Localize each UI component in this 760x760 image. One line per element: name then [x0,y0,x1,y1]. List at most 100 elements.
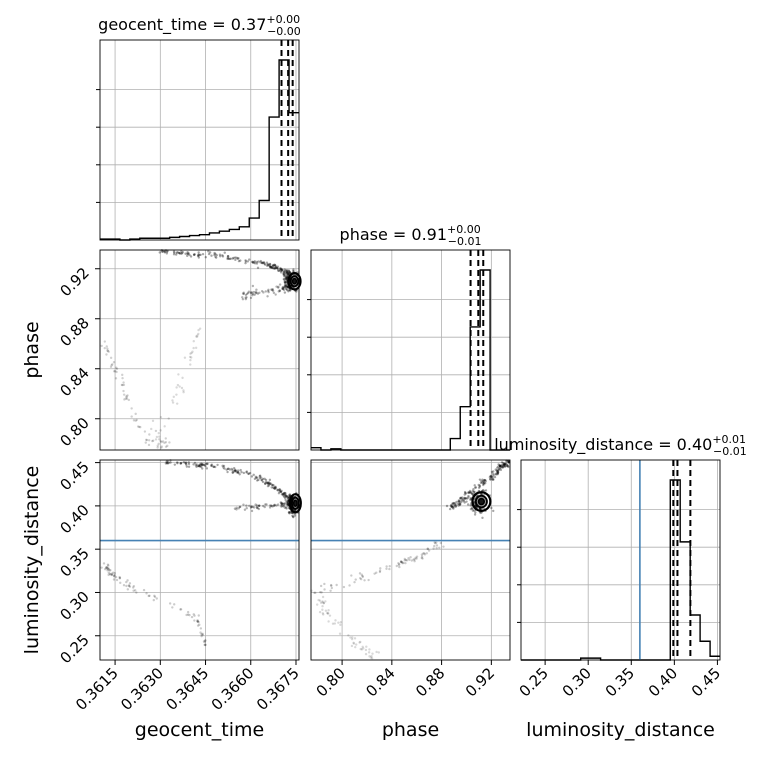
sample-point [237,471,240,474]
sample-point [502,463,506,467]
sample-point [284,287,288,291]
sample-point [160,445,163,448]
sample-point [463,496,466,500]
sample-point [199,631,202,634]
sample-point [112,574,116,577]
sample-point [106,563,110,566]
core-sample [288,271,292,274]
sample-point [184,461,187,465]
sample-point [125,396,128,399]
sample-point [106,569,109,572]
sample-point [354,578,357,581]
sample-point [110,572,114,575]
sample-point [285,271,289,274]
sample-point [496,473,499,476]
core-sample [470,506,474,510]
sample-point [350,644,354,648]
sample-point [169,461,172,464]
sample-point [453,501,456,505]
sample-point [467,496,470,499]
sample-point [106,347,109,350]
sample-point [198,623,201,626]
sample-point [179,462,182,465]
sample-point [404,558,408,562]
core-sample [285,278,288,281]
sample-point [112,361,116,364]
sample-point [385,567,388,570]
sample-point [263,262,266,266]
core-sample [472,509,476,512]
sample-point [193,614,196,617]
sample-point [246,260,249,263]
sample-point [270,504,273,507]
sample-point [127,398,131,402]
sample-point [131,586,135,589]
sample-point [455,500,458,504]
core-sample [282,274,286,277]
sample-point [210,463,214,466]
sample-point [398,565,401,569]
sample-point [250,292,254,295]
sample-point [203,643,206,647]
sample-point [404,561,407,565]
sample-point [135,591,138,594]
sample-point [262,261,265,265]
sample-point [256,292,260,295]
sample-point [280,504,283,507]
sample-point [231,469,234,472]
sample-point [488,475,492,479]
density-contour [291,277,298,285]
sample-point [276,265,280,268]
core-sample [291,515,295,518]
sample-point [199,253,202,257]
sample-point [119,581,122,585]
sample-point [284,494,288,498]
core-sample [285,285,289,288]
sample-point [467,491,470,495]
sample-point [272,487,276,490]
sample-point [148,594,151,597]
sample-point [278,269,282,273]
sample-point [251,261,255,264]
sample-point [111,363,114,366]
sample-point [120,383,124,387]
sample-point [171,606,174,609]
sample-point [280,268,283,271]
sample-point [206,462,209,465]
sample-point [477,486,481,489]
sample-point [278,283,282,286]
sample-point [260,289,264,293]
sample-point [461,496,464,499]
sample-point [273,263,276,266]
core-sample [282,277,286,281]
sample-point [274,485,277,489]
sample-point [214,255,217,258]
sample-point [257,260,260,263]
sample-point [269,265,273,269]
sample-point [255,505,258,509]
sample-point [266,289,270,293]
core-sample [284,277,288,281]
sample-point [166,444,169,448]
sample-point [264,482,267,485]
panel-background [521,460,720,660]
sample-point [132,589,135,592]
sample-point [256,479,259,482]
sample-point [186,252,190,256]
sample-point [267,263,270,266]
sample-point [280,501,283,504]
core-sample [283,291,287,294]
sample-point [361,645,364,649]
sample-point [160,446,163,449]
sample-point [477,483,480,487]
core-sample [285,269,289,272]
core-sample [292,269,295,273]
sample-point [442,545,445,548]
sample-point [139,425,142,429]
sample-point [121,376,124,380]
sample-point [161,250,164,253]
sample-point [284,495,287,498]
x-tick-label: 0.25 [516,664,552,700]
sample-point [207,252,211,256]
sample-point [490,470,494,474]
